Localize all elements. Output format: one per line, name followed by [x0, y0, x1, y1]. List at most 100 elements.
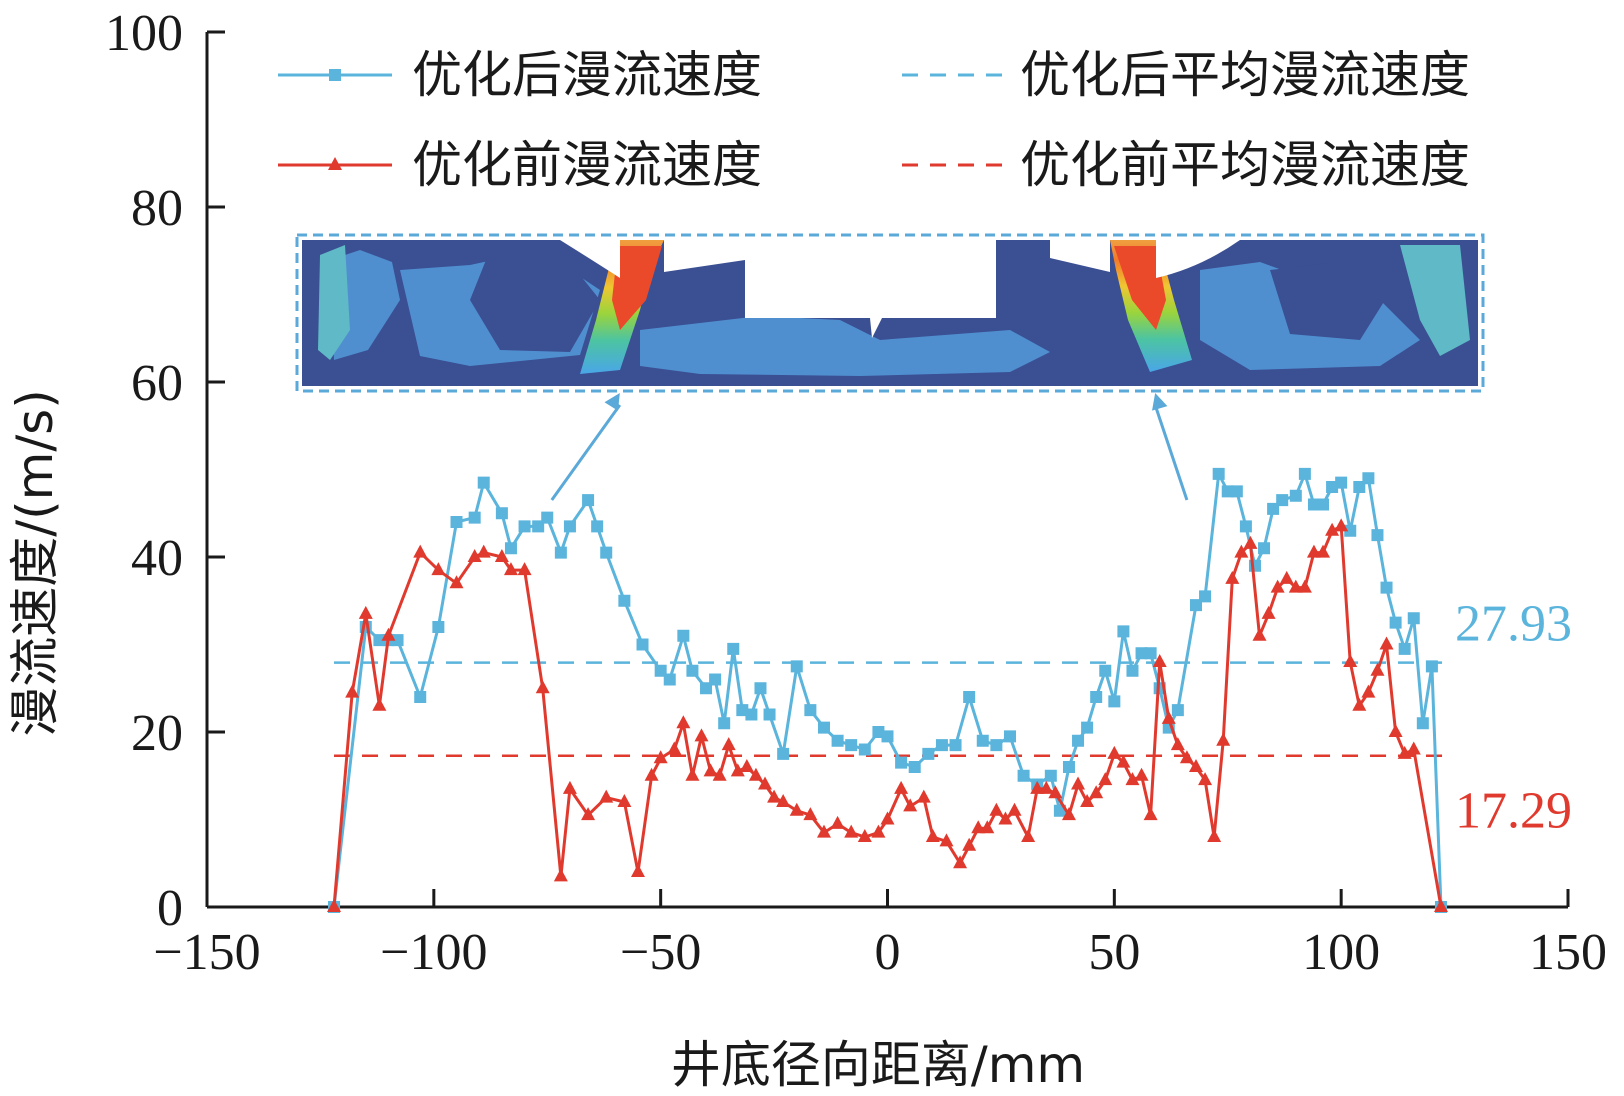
legend-label-after-avg: 优化后平均漫流速度	[1020, 46, 1470, 104]
data-point-square	[1081, 721, 1094, 734]
legend: 优化后漫流速度 优化后平均漫流速度 优化前漫流速度 优化前平均漫流速度	[278, 46, 1470, 194]
data-point-square	[804, 704, 817, 717]
data-point-square	[895, 756, 908, 769]
data-point-square	[618, 594, 631, 607]
arrow-head	[1152, 393, 1168, 411]
data-point-square	[1044, 769, 1057, 782]
y-tick-label: 100	[105, 5, 183, 62]
data-point-triangle	[630, 864, 645, 877]
data-point-square	[532, 520, 545, 533]
data-point-square	[591, 520, 604, 533]
data-point-triangle	[503, 562, 518, 576]
data-point-square	[1371, 529, 1384, 542]
data-point-square	[414, 691, 427, 703]
legend-label-after: 优化后漫流速度	[412, 46, 762, 104]
data-point-triangle	[581, 807, 596, 821]
data-point-triangle	[1370, 662, 1385, 676]
data-point-square	[1389, 616, 1402, 629]
data-point-square	[1276, 494, 1289, 507]
data-point-square	[1144, 647, 1157, 660]
data-point-triangle	[1152, 654, 1167, 667]
series-line	[332, 524, 1443, 908]
data-point-square	[391, 634, 404, 647]
data-point-square	[709, 673, 722, 686]
y-tick-label: 0	[157, 880, 183, 937]
x-tick-label: −150	[153, 924, 260, 981]
average-label: 17.29	[1455, 783, 1572, 840]
data-point-square	[686, 664, 699, 677]
data-point-square	[1171, 704, 1184, 717]
data-point-square	[700, 682, 713, 695]
data-point-triangle	[857, 829, 872, 842]
data-point-square	[600, 546, 613, 559]
data-point-square	[754, 682, 767, 695]
legend-item-before-avg: 优化前平均漫流速度	[902, 136, 1470, 194]
data-point-triangle	[1279, 570, 1294, 584]
data-point-square	[831, 734, 844, 747]
data-point-square	[1135, 647, 1148, 660]
data-point-square	[845, 739, 858, 752]
data-point-triangle	[413, 544, 428, 558]
data-point-triangle	[989, 802, 1004, 816]
data-point-triangle	[730, 763, 745, 777]
data-point-square	[990, 739, 1003, 752]
data-point-square	[1407, 612, 1420, 625]
data-point-square	[949, 739, 962, 752]
data-point-triangle	[617, 794, 632, 807]
data-point-triangle	[1116, 754, 1131, 768]
data-point-triangle	[562, 780, 577, 794]
data-point-square	[450, 516, 463, 528]
data-point-triangle	[476, 544, 491, 558]
data-point-triangle	[1039, 780, 1054, 794]
average-lines: 27.93 17.29	[334, 596, 1572, 840]
data-point-square	[718, 717, 731, 730]
data-point-triangle	[1030, 780, 1045, 794]
data-point-square	[736, 704, 749, 717]
legend-square-marker	[329, 69, 341, 81]
arrow-head	[604, 393, 620, 411]
data-point-triangle	[712, 767, 727, 781]
y-tick-label: 40	[131, 530, 183, 587]
data-point-square	[1425, 660, 1438, 673]
data-point-triangle	[358, 605, 373, 619]
data-point-triangle	[1252, 627, 1267, 641]
data-point-triangle	[844, 824, 859, 838]
data-point-square	[677, 629, 690, 642]
data-point-triangle	[767, 789, 782, 803]
data-point-triangle	[1433, 899, 1448, 912]
data-point-triangle	[1161, 710, 1176, 724]
series-after	[328, 467, 1447, 913]
data-point-triangle	[1188, 759, 1203, 772]
data-point-triangle	[1061, 807, 1076, 821]
data-point-triangle	[748, 767, 763, 781]
data-point-triangle	[894, 780, 909, 794]
data-point-square	[1017, 769, 1030, 782]
data-point-square	[582, 494, 595, 507]
data-point-triangle	[1406, 741, 1421, 755]
data-point-triangle	[1107, 745, 1122, 759]
data-point-square	[1003, 730, 1016, 743]
data-point-square	[858, 743, 871, 756]
series-line	[332, 472, 1443, 908]
data-point-square	[1380, 581, 1393, 594]
data-point-square	[1117, 625, 1130, 638]
data-point-triangle	[980, 820, 995, 834]
data-point-triangle	[1334, 518, 1349, 532]
data-point-triangle	[345, 684, 360, 698]
data-point-triangle	[703, 763, 718, 777]
data-point-square	[563, 520, 576, 533]
data-point-triangle	[676, 715, 691, 729]
data-point-square	[727, 642, 740, 655]
data-point-square	[495, 507, 508, 520]
data-point-triangle	[685, 767, 700, 781]
series-layer	[327, 467, 1448, 913]
data-point-square	[1335, 476, 1348, 489]
data-point-square	[1353, 481, 1366, 493]
data-point-square	[1258, 542, 1271, 555]
data-point-triangle	[1021, 829, 1036, 842]
legend-item-after-avg: 优化后平均漫流速度	[902, 46, 1470, 104]
data-point-square	[468, 511, 481, 524]
data-point-triangle	[1198, 772, 1213, 786]
data-point-square	[477, 476, 490, 489]
